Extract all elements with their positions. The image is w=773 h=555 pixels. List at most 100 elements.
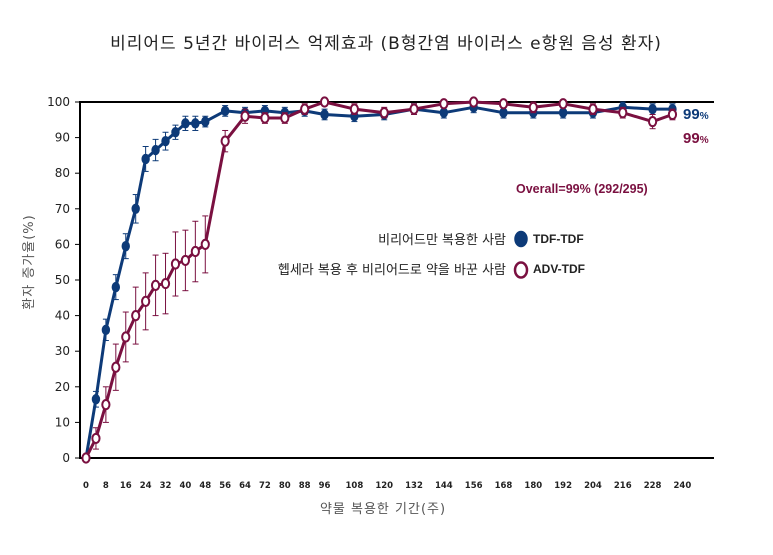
- y-tick-label: 90: [55, 131, 70, 145]
- data-point-adv-tdf: [150, 279, 161, 291]
- x-tick-label: 56: [219, 481, 231, 491]
- data-point-adv-tdf: [81, 452, 91, 464]
- data-point-tdf-tdf: [558, 107, 568, 118]
- data-point-adv-tdf: [588, 103, 598, 115]
- y-tick-label: 0: [62, 451, 70, 465]
- x-tick-label: 168: [495, 481, 513, 491]
- data-point-adv-tdf: [647, 115, 658, 128]
- data-point-adv-tdf: [101, 399, 111, 411]
- series-layer: [81, 96, 678, 464]
- data-point-adv-tdf: [91, 432, 101, 445]
- x-tick-label: 204: [584, 481, 602, 491]
- y-tick-label: 70: [55, 202, 70, 216]
- x-tick-label: 24: [140, 481, 152, 491]
- data-point-adv-tdf: [439, 98, 449, 110]
- data-point-tdf-tdf: [131, 203, 140, 214]
- y-axis-label: 환자 증가율(%): [22, 214, 37, 309]
- data-point-adv-tdf: [131, 310, 141, 322]
- x-tick-label: 0: [83, 481, 89, 491]
- data-point-tdf-tdf: [141, 153, 150, 165]
- chart-title: 비리어드 5년간 바이러스 억제효과 (B형간염 바이러스 e항원 음성 환자): [110, 34, 662, 54]
- data-point-tdf-tdf: [101, 324, 111, 336]
- data-point-adv-tdf: [160, 277, 171, 290]
- data-point-adv-tdf: [618, 107, 628, 119]
- data-point-adv-tdf: [667, 108, 678, 121]
- x-tick-label: 144: [435, 481, 453, 491]
- x-tick-labels: 0 8 16 24 32 40 48 56 64 72 80 88 96 108 120 132 144 156 1…: [83, 481, 691, 491]
- series-line-adv-tdf: [84, 100, 674, 459]
- data-point-tdf-tdf: [171, 127, 180, 138]
- x-tick-label: 88: [299, 481, 311, 491]
- y-tick-label: 10: [55, 415, 70, 429]
- end-label-tdf-tdf-value: 99: [683, 106, 700, 123]
- x-tick-label: 180: [524, 481, 542, 491]
- data-point-adv-tdf: [220, 135, 230, 147]
- overall-annotation: Overall=99% (292/295): [516, 182, 648, 196]
- x-tick-label: 40: [179, 481, 191, 491]
- data-point-tdf-tdf: [191, 118, 200, 129]
- x-tick-label: 156: [465, 481, 483, 491]
- data-point-tdf-tdf: [161, 135, 170, 147]
- series-line-tdf-tdf: [84, 105, 673, 459]
- end-label-tdf-tdf-unit: %: [700, 111, 709, 122]
- end-label-adv-tdf: 99%: [683, 130, 709, 147]
- x-tick-label: 8: [103, 481, 109, 491]
- legend: 비리어드만 복용한 사람 TDF-TDF 헵세라 복용 후 비리어드로 약을 바…: [278, 230, 585, 279]
- legend-label-adv-tdf: ADV-TDF: [533, 262, 585, 276]
- series-adv-tdf: [81, 96, 678, 464]
- x-tick-label: 120: [375, 481, 393, 491]
- data-point-adv-tdf: [319, 96, 330, 108]
- x-tick-label: 240: [674, 481, 692, 491]
- data-point-adv-tdf: [141, 295, 151, 307]
- y-tick-labels: 0 10 20 30 40 50 60 70 80 90 100: [47, 95, 70, 465]
- data-point-adv-tdf: [300, 103, 310, 115]
- data-point-adv-tdf: [180, 254, 190, 267]
- data-point-adv-tdf: [170, 258, 181, 270]
- axes: [75, 101, 714, 459]
- data-point-tdf-tdf: [648, 103, 657, 115]
- x-tick-label: 108: [346, 481, 364, 491]
- legend-label-tdf-tdf: TDF-TDF: [533, 232, 584, 246]
- x-tick-label: 228: [644, 481, 662, 491]
- data-point-adv-tdf: [469, 96, 479, 108]
- data-point-adv-tdf: [409, 103, 419, 115]
- x-tick-label: 96: [319, 481, 331, 491]
- data-point-adv-tdf: [190, 245, 200, 258]
- data-point-tdf-tdf: [151, 144, 160, 156]
- data-point-tdf-tdf: [91, 394, 101, 405]
- data-point-adv-tdf: [280, 112, 290, 124]
- series-tdf-tdf: [81, 101, 677, 464]
- data-point-tdf-tdf: [111, 281, 121, 293]
- x-tick-label: 16: [120, 481, 132, 491]
- x-tick-label: 32: [160, 481, 172, 491]
- data-point-tdf-tdf: [439, 107, 449, 118]
- data-point-adv-tdf: [111, 361, 121, 373]
- end-label-adv-tdf-unit: %: [700, 135, 709, 146]
- data-point-adv-tdf: [200, 238, 210, 250]
- y-tick-label: 30: [55, 344, 70, 358]
- x-tick-label: 80: [279, 481, 291, 491]
- data-point-adv-tdf: [558, 98, 568, 110]
- data-point-tdf-tdf: [320, 109, 329, 120]
- y-tick-label: 100: [47, 95, 70, 109]
- y-tick-label: 40: [55, 309, 70, 323]
- x-axis-label: 약물 복용한 기간(주): [320, 502, 446, 517]
- data-point-tdf-tdf: [499, 107, 508, 118]
- end-label-adv-tdf-value: 99: [683, 130, 700, 147]
- legend-description-tdf-tdf: 비리어드만 복용한 사람: [378, 233, 506, 248]
- data-point-adv-tdf: [121, 331, 131, 343]
- data-point-adv-tdf: [260, 112, 270, 124]
- x-tick-label: 72: [259, 481, 271, 491]
- data-point-tdf-tdf: [201, 116, 210, 127]
- legend-marker-adv-tdf: [513, 261, 529, 279]
- y-tick-label: 20: [55, 380, 70, 394]
- data-point-adv-tdf: [498, 98, 509, 110]
- data-point-adv-tdf: [349, 103, 359, 115]
- x-tick-label: 48: [199, 481, 211, 491]
- legend-marker-tdf-tdf: [514, 230, 528, 248]
- y-tick-label: 80: [55, 166, 70, 180]
- data-point-tdf-tdf: [181, 118, 190, 129]
- data-point-adv-tdf: [528, 101, 538, 113]
- data-point-tdf-tdf: [121, 240, 130, 252]
